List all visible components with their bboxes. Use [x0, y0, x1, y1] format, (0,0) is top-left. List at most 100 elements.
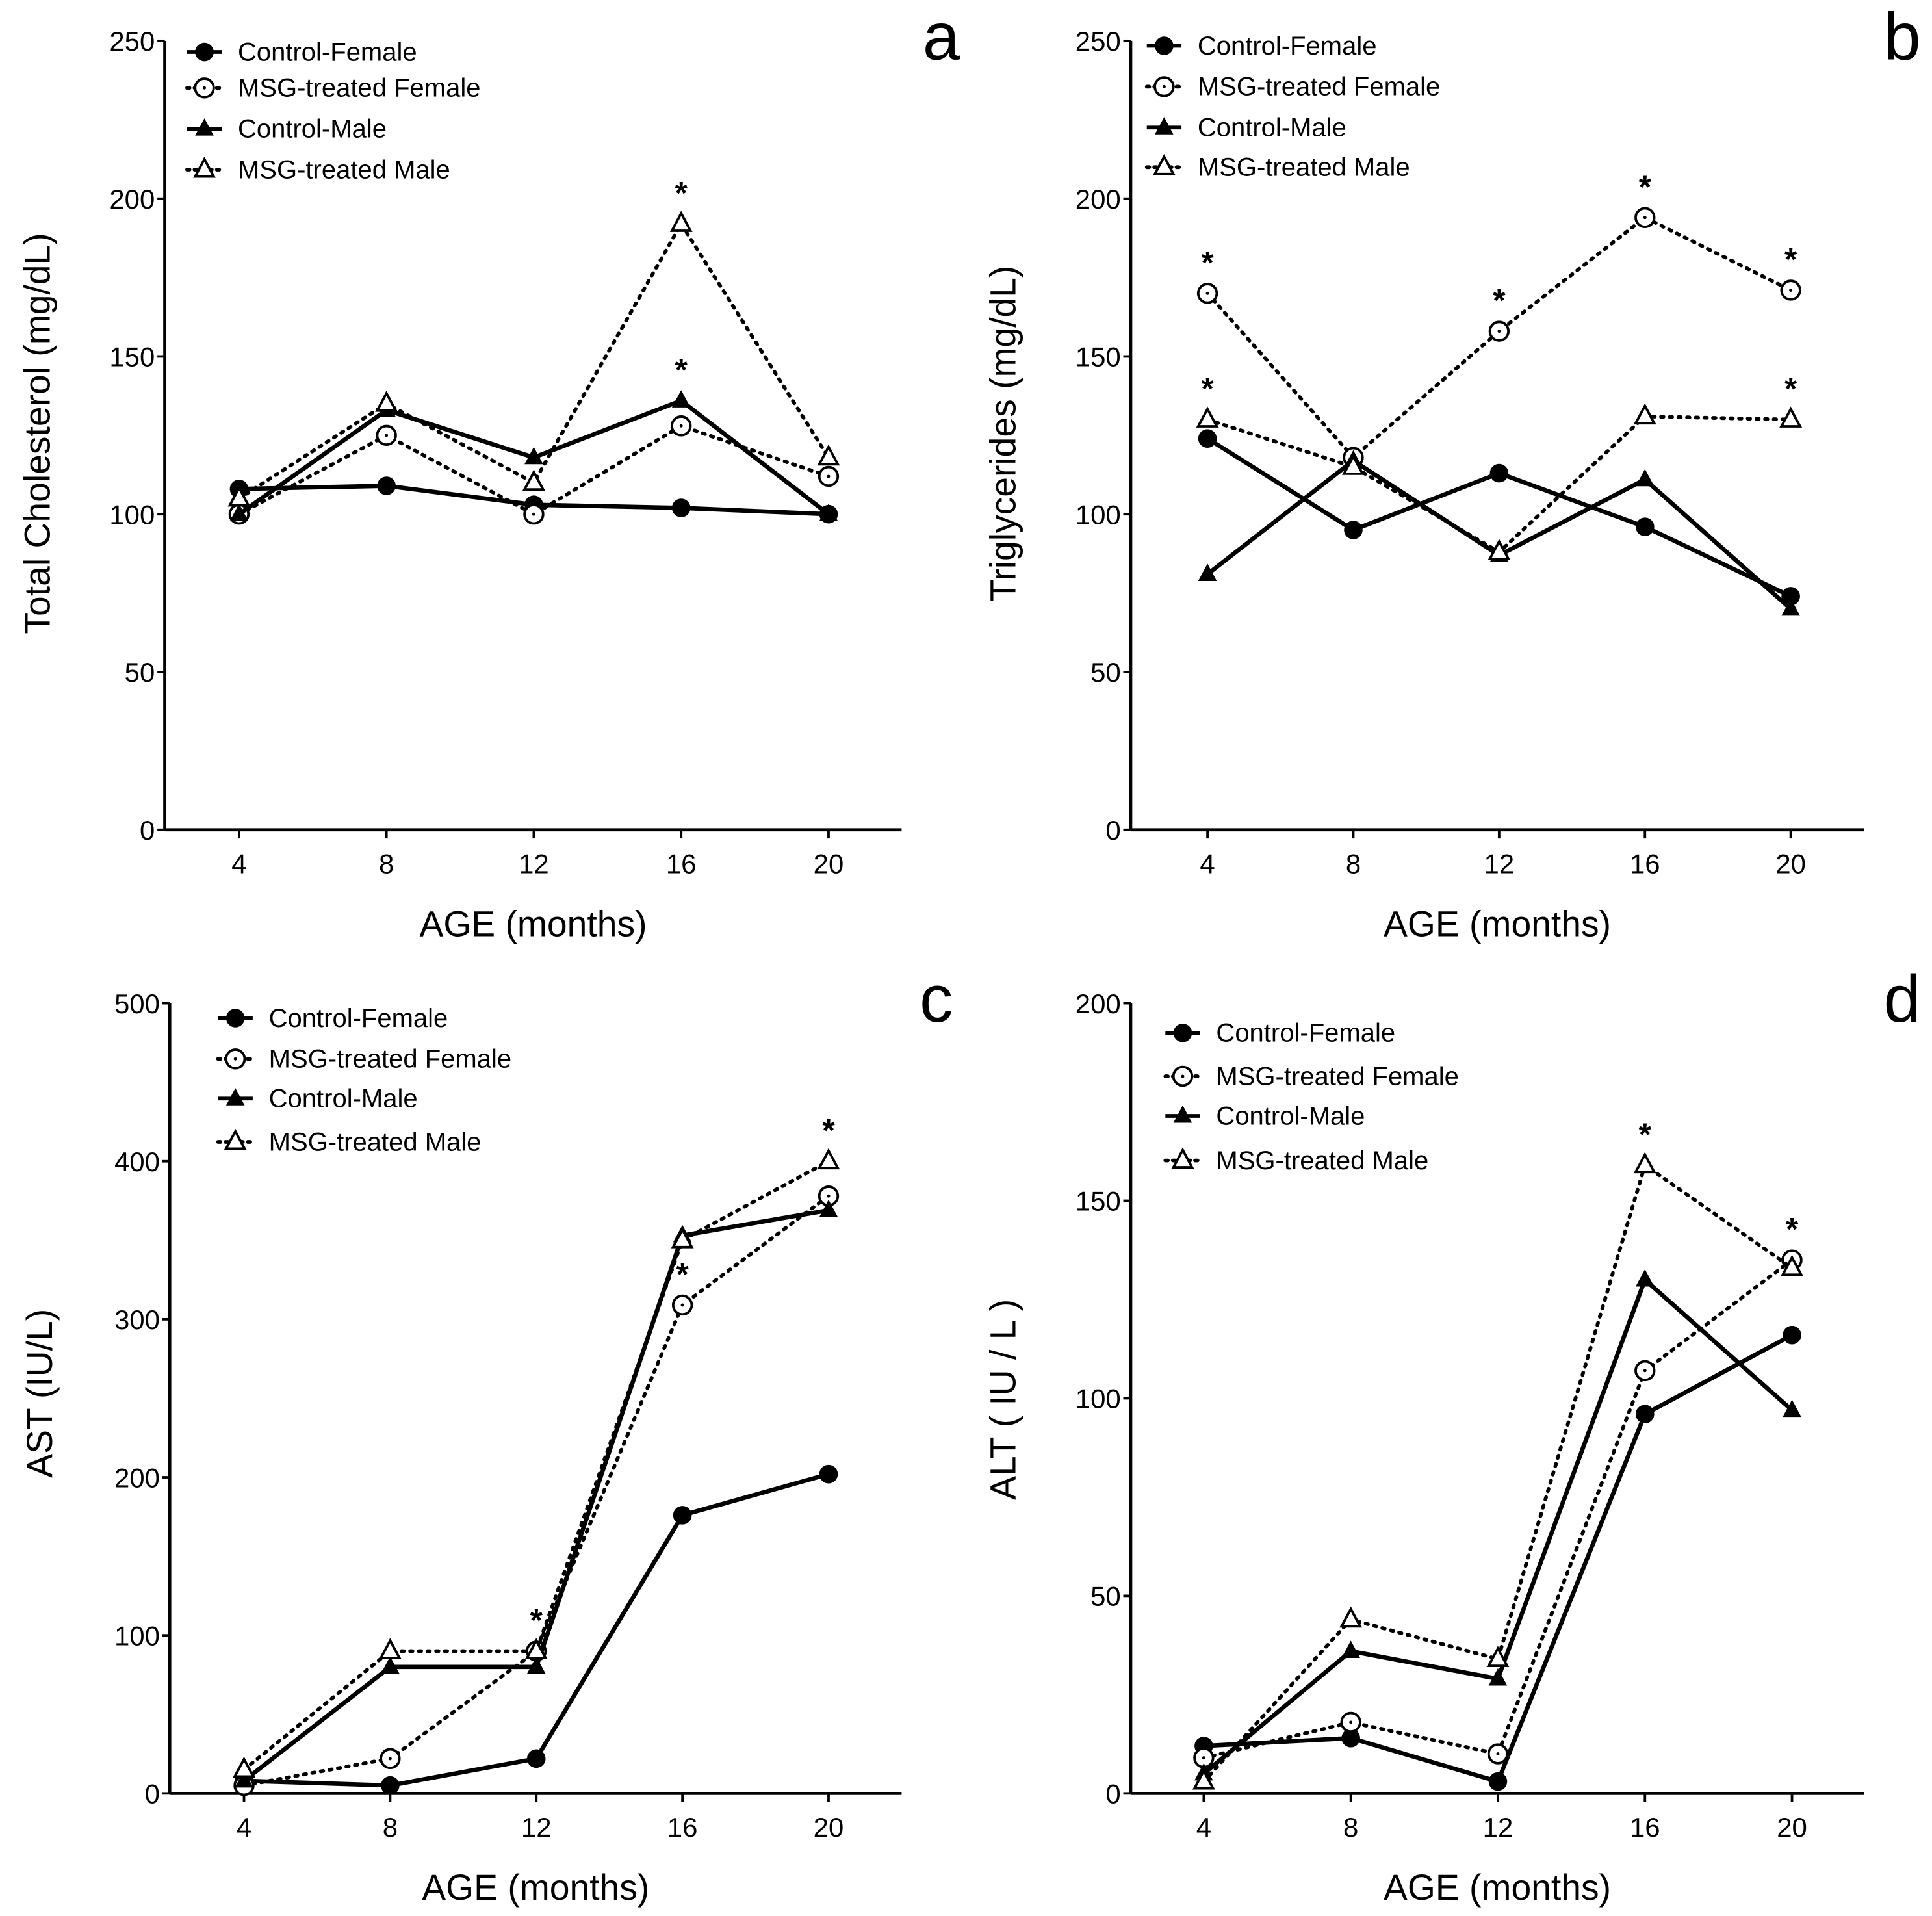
legend-marker	[193, 156, 216, 178]
panel-label: c	[920, 961, 953, 1036]
y-tick-label: 0	[140, 815, 155, 846]
data-point	[381, 1776, 400, 1795]
x-tick-label: 20	[814, 848, 844, 879]
data-point	[1198, 429, 1217, 448]
y-tick-label: 300	[114, 1304, 160, 1335]
data-point	[375, 391, 398, 412]
series-line	[1202, 1162, 1794, 1783]
legend-label: Control-Male	[238, 115, 387, 144]
data-point-dot	[1497, 330, 1501, 333]
legend-label: Control-Male	[1198, 114, 1346, 142]
chart-panel-a: 0 50 100 150 200 250 4 8 12 16 20 AGE (months) Total…	[17, 0, 960, 944]
data-point	[817, 1148, 840, 1170]
series-msg-treated-male	[1192, 1152, 1804, 1790]
data-point	[1342, 454, 1365, 475]
data-point	[1344, 521, 1363, 539]
x-tick-label: 16	[1630, 1812, 1660, 1843]
data-point	[1488, 1668, 1508, 1686]
data-point	[522, 469, 545, 491]
series-control-female	[1194, 1325, 1801, 1791]
chart-panel-c: 0 100 200 300 400 500 4 8 12 16 20 AGE (months) AST …	[19, 961, 953, 1908]
data-point-dot	[1643, 216, 1647, 220]
data-point-dot	[388, 1757, 392, 1761]
data-point	[1781, 598, 1800, 616]
legend-label: Control-Male	[1216, 1102, 1365, 1130]
data-point-dot	[679, 424, 683, 428]
significance-asterisk: *	[1493, 283, 1506, 318]
legend-marker	[195, 118, 214, 136]
x-tick-label: 8	[1343, 1812, 1358, 1843]
legend-marker-dot	[1181, 1074, 1185, 1078]
data-point	[1783, 1325, 1801, 1345]
data-point	[671, 390, 691, 408]
y-tick-label: 150	[109, 342, 155, 372]
data-point	[1341, 1728, 1360, 1748]
y-tick-label: 0	[1105, 815, 1120, 846]
x-tick-label: 12	[519, 848, 549, 879]
y-tick-label: 0	[145, 1779, 160, 1809]
x-tick-label: 16	[666, 848, 697, 879]
y-axis-label: Total Cholesterol (mg/dL)	[17, 233, 57, 634]
legend-label: MSG-treated Female	[269, 1045, 511, 1074]
x-tick-label: 20	[814, 1812, 844, 1843]
x-tick-label: 8	[379, 848, 394, 879]
y-tick-label: 400	[114, 1146, 160, 1177]
legend-label: Control-Female	[269, 1004, 448, 1033]
x-tick-label: 12	[1483, 1812, 1513, 1843]
x-tick-label: 20	[1775, 848, 1806, 879]
y-tick-label: 100	[1075, 1384, 1121, 1414]
data-point	[1198, 563, 1217, 581]
data-point	[1779, 406, 1803, 428]
significance-asterisk: *	[1201, 245, 1214, 281]
y-axis-label: Triglycerides (mg/dL)	[983, 266, 1024, 602]
x-axis-label: AGE (months)	[422, 1867, 649, 1908]
y-tick-label: 50	[1090, 1581, 1121, 1612]
data-point-dot	[385, 434, 389, 437]
y-axis-label: AST (IU/L)	[19, 1309, 60, 1478]
data-point	[817, 444, 840, 466]
data-point	[524, 1638, 548, 1659]
legend-marker	[1171, 1147, 1194, 1169]
x-tick-label: 4	[1196, 1812, 1211, 1843]
x-tick-label: 8	[383, 1812, 398, 1843]
data-point	[671, 1227, 694, 1249]
data-point	[669, 211, 693, 232]
legend-marker	[225, 1009, 245, 1028]
x-tick-label: 8	[1346, 848, 1361, 879]
legend-marker	[1155, 117, 1174, 135]
data-point	[1341, 1640, 1360, 1658]
data-point	[377, 476, 396, 495]
significance-asterisk: *	[676, 1256, 689, 1292]
legend-marker	[1173, 1105, 1192, 1123]
data-point-dot	[1202, 1756, 1205, 1760]
significance-asterisk: *	[530, 1603, 543, 1638]
series-msg-treated-female	[228, 415, 840, 525]
data-point-dot	[827, 1194, 831, 1198]
legend-marker	[224, 1128, 247, 1150]
x-tick-label: 20	[1777, 1812, 1807, 1843]
data-point	[227, 485, 251, 507]
series-control-male	[1194, 1269, 1801, 1781]
data-point	[526, 1656, 546, 1674]
x-tick-label: 4	[237, 1812, 251, 1843]
data-point-dot	[1496, 1752, 1500, 1756]
panel-label: b	[1884, 0, 1921, 73]
series-msg-treated-male	[227, 211, 840, 507]
significance-asterisk: *	[1639, 1117, 1652, 1152]
legend-label: Control-Male	[269, 1085, 418, 1113]
y-tick-label: 250	[109, 26, 155, 57]
series-msg-treated-male	[1196, 403, 1803, 560]
data-point-dot	[1643, 1369, 1647, 1373]
legend-label: MSG-treated Male	[238, 155, 450, 184]
data-point-dot	[1789, 288, 1793, 292]
series-line	[237, 424, 831, 517]
series-msg-treated-female	[1196, 207, 1801, 469]
legend-label: Control-Female	[238, 38, 417, 66]
chart-panel-d: 0 50 100 150 200 4 8 12 16 20 AGE (months) ALT ( IU…	[983, 961, 1921, 1908]
y-tick-label: 50	[125, 657, 155, 688]
data-point	[1192, 1768, 1215, 1790]
data-point	[819, 1464, 838, 1484]
series-msg-treated-male	[233, 1148, 840, 1778]
x-axis-label: AGE (months)	[1384, 904, 1611, 944]
